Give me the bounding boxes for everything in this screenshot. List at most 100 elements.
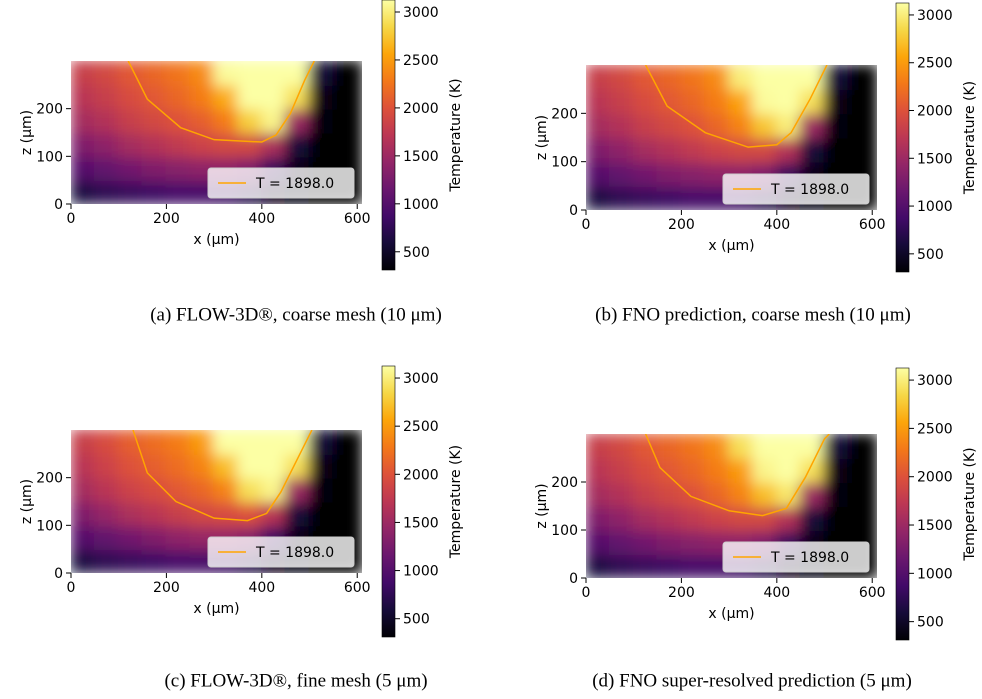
heat-cell (236, 476, 263, 503)
heat-cell (71, 452, 96, 479)
heat-cell (189, 83, 216, 110)
heat-cell (117, 548, 144, 573)
colorbar-tick-label: 2000 (403, 101, 439, 117)
x-axis-label: x (μm) (708, 606, 754, 622)
heat-cell (823, 457, 850, 483)
heat-cell (165, 131, 192, 158)
heat-cell (141, 107, 168, 134)
heat-cell (847, 65, 877, 91)
y-axis-label: z (μm) (534, 115, 550, 160)
heat-cell (847, 457, 877, 483)
heat-cell (680, 529, 707, 555)
heat-cell (751, 457, 778, 483)
heat-cell (284, 476, 311, 503)
colorbar-label: Temperature (K) (962, 81, 978, 195)
heat-cell (608, 481, 635, 507)
heat-cell (236, 131, 263, 158)
legend-label: T = 1898.0 (770, 182, 849, 198)
heat-cell (93, 452, 120, 479)
heat-cell (586, 112, 611, 139)
heat-cell (799, 136, 826, 163)
heat-cell (632, 481, 659, 507)
heat-cell (71, 83, 96, 110)
heat-cell (586, 184, 611, 210)
heat-cell (213, 131, 239, 158)
heat-cell (93, 179, 120, 204)
heat-cell (656, 112, 683, 139)
colorbar-label: Temperature (K) (448, 445, 464, 559)
heat-cell (847, 481, 877, 507)
legend-box (722, 173, 870, 205)
heat-cell (117, 155, 144, 182)
colorbar-tick-label: 3000 (403, 371, 439, 387)
x-tick-label: 200 (153, 211, 180, 227)
colorbar-tick-label: 500 (403, 612, 430, 628)
heat-cell (165, 179, 192, 204)
x-tick-label: 400 (248, 211, 275, 227)
heat-cell (586, 88, 611, 115)
x-tick-label: 600 (344, 580, 371, 596)
heat-cell (680, 457, 707, 483)
heat-cell (656, 184, 683, 210)
heat-cell (751, 434, 778, 459)
heat-cell (236, 452, 263, 479)
heat-cell (141, 548, 168, 573)
heat-cell (284, 131, 311, 158)
colorbar-tick-label: 2500 (403, 53, 439, 69)
heat-cell (656, 136, 683, 163)
heat-cell (71, 524, 96, 551)
heat-cell (93, 107, 120, 134)
heat-cell (93, 83, 120, 110)
heat-cell (704, 88, 731, 115)
heat-cell (751, 481, 778, 507)
heat-cell (117, 524, 144, 551)
heat-cell (260, 430, 287, 455)
heat-cell (632, 505, 659, 531)
heat-cell (775, 434, 802, 459)
heat-cell (751, 88, 778, 115)
heat-cell (608, 160, 635, 187)
y-tick-label: 200 (551, 475, 578, 491)
heat-cell (71, 179, 96, 204)
heat-cell (608, 184, 635, 210)
colorbar-tick-label: 2500 (917, 56, 953, 72)
heat-cell (608, 112, 635, 139)
heat-cell (608, 529, 635, 555)
heat-cell (847, 136, 877, 163)
colorbar (895, 367, 910, 641)
heat-cell (823, 65, 850, 91)
heat-cell (823, 434, 850, 459)
heat-cell (656, 457, 683, 483)
y-tick-label: 200 (36, 102, 63, 118)
heat-cell (608, 136, 635, 163)
heat-cell (117, 131, 144, 158)
heat-cell (680, 553, 707, 578)
heat-cell (608, 457, 635, 483)
colorbar-tick-label: 2000 (403, 467, 439, 483)
heat-cell (236, 430, 263, 455)
colorbar-tick-label: 3000 (917, 8, 953, 24)
heat-cell (93, 524, 120, 551)
x-tick-label: 400 (763, 585, 790, 601)
heat-cell (260, 107, 287, 134)
colorbar-label: Temperature (K) (448, 78, 464, 192)
panel: T = 1898.0 0 200 400 600 0 100 200 x (μm) z (μm) 5… (534, 2, 978, 325)
heat-cell (332, 500, 362, 527)
heat-cell (213, 430, 239, 455)
contour-line (132, 430, 313, 522)
heat-cell (260, 452, 287, 479)
heat-cell (680, 88, 707, 115)
heat-cell (751, 112, 778, 139)
colorbar-tick-label: 1000 (403, 564, 439, 580)
heat-cell (680, 160, 707, 187)
colorbar-tick-label: 1000 (917, 199, 953, 215)
heat-cell (608, 553, 635, 578)
heat-cell (847, 88, 877, 115)
heat-cell (141, 524, 168, 551)
heat-cell (308, 131, 335, 158)
heat-cell (680, 505, 707, 531)
x-tick-label: 0 (67, 580, 76, 596)
heat-cell (332, 476, 362, 503)
heat-cell (93, 476, 120, 503)
heat-cell (823, 136, 850, 163)
